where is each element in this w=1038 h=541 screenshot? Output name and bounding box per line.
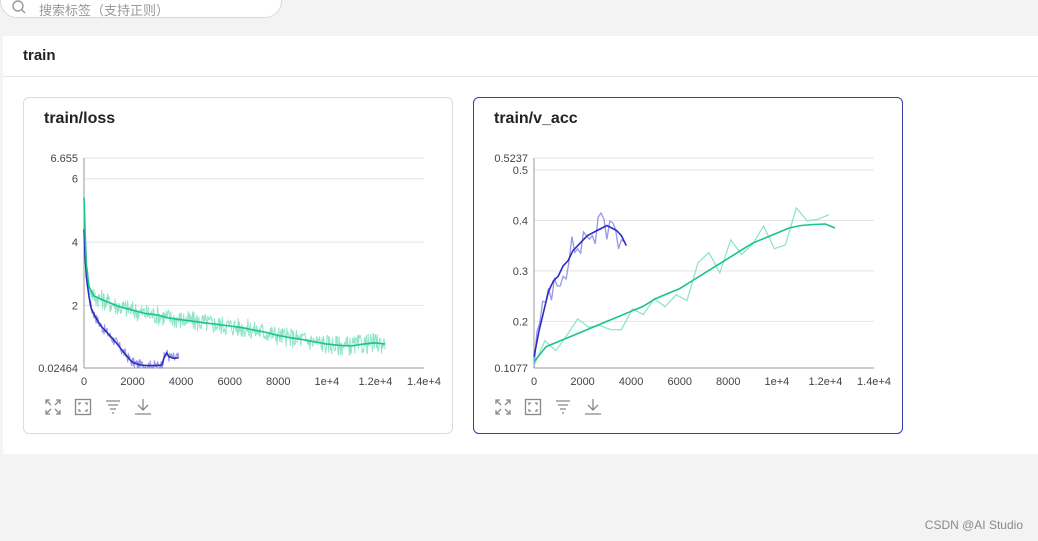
smoothed-series-line [83,197,386,347]
expand-icon[interactable] [44,398,62,416]
x-tick-label: 1e+4 [314,376,339,388]
y-tick-label: 6.655 [50,153,78,165]
chart-card-train-loss[interactable]: train/loss 0.02464 2 4 6 6.655 0 2000 4000 6000 8… [23,97,453,434]
x-tick-label: 1.4e+4 [857,376,891,388]
y-tick-label: 0.5237 [494,153,528,165]
x-tick-label: 1.2e+4 [358,376,392,388]
x-tick-label: 8000 [266,376,290,388]
filter-lines-icon[interactable] [104,398,122,416]
loss-chart-plot[interactable]: 0.02464 2 4 6 6.655 0 2000 4000 6000 8000 1e+4 1.2e… [24,98,454,398]
y-tick-label: 0.02464 [38,363,78,375]
y-tick-label: 0.2 [513,316,528,328]
smoothed-series-line [83,229,179,367]
x-tick-label: 6000 [217,376,241,388]
search-placeholder: 搜索标签（支持正则） [39,3,170,18]
y-tick-label: 6 [72,174,78,186]
fit-screen-icon[interactable] [74,398,92,416]
chart-card-train-v-acc[interactable]: train/v_acc 0.1077 0.2 0.3 0.4 0.5 0.5237 0 200… [473,97,903,434]
x-tick-label: 1e+4 [764,376,789,388]
fit-screen-icon[interactable] [524,398,542,416]
x-tick-label: 0 [531,376,537,388]
smoothed-series-line [533,224,628,357]
chart-title: train/v_acc [494,110,578,127]
y-tick-label: 4 [72,237,78,249]
x-tick-label: 1.2e+4 [808,376,842,388]
download-icon[interactable] [584,398,602,416]
x-tick-label: 2000 [120,376,144,388]
tag-search-box[interactable]: 搜索标签（支持正则） [0,0,282,18]
raw-series-line [533,206,830,366]
y-tick-label: 0.4 [513,215,528,227]
y-tick-label: 0.3 [513,266,528,278]
train-section-panel: train train/loss 0.02464 2 4 6 6.655 0 2000 400… [3,36,1038,454]
x-tick-label: 0 [81,376,87,388]
section-divider [3,76,1038,77]
x-tick-label: 4000 [169,376,193,388]
x-tick-label: 6000 [667,376,691,388]
watermark: CSDN @AI Studio [924,518,1023,532]
x-tick-label: 1.4e+4 [407,376,441,388]
y-tick-label: 2 [72,300,78,312]
raw-series-line [83,205,386,357]
x-tick-label: 4000 [619,376,643,388]
section-title[interactable]: train [23,47,56,64]
download-icon[interactable] [134,398,152,416]
y-tick-label: 0.1077 [494,363,528,375]
y-tick-label: 0.5 [513,165,528,177]
chart-title: train/loss [44,110,116,127]
x-tick-label: 2000 [570,376,594,388]
search-icon [12,0,26,14]
smoothed-series-line [533,223,836,363]
raw-series-line [533,211,625,369]
v-acc-chart-plot[interactable]: 0.1077 0.2 0.3 0.4 0.50.5237 0 2000 4000 6000 800… [474,98,904,398]
x-tick-label: 8000 [716,376,740,388]
expand-icon[interactable] [494,398,512,416]
filter-lines-icon[interactable] [554,398,572,416]
